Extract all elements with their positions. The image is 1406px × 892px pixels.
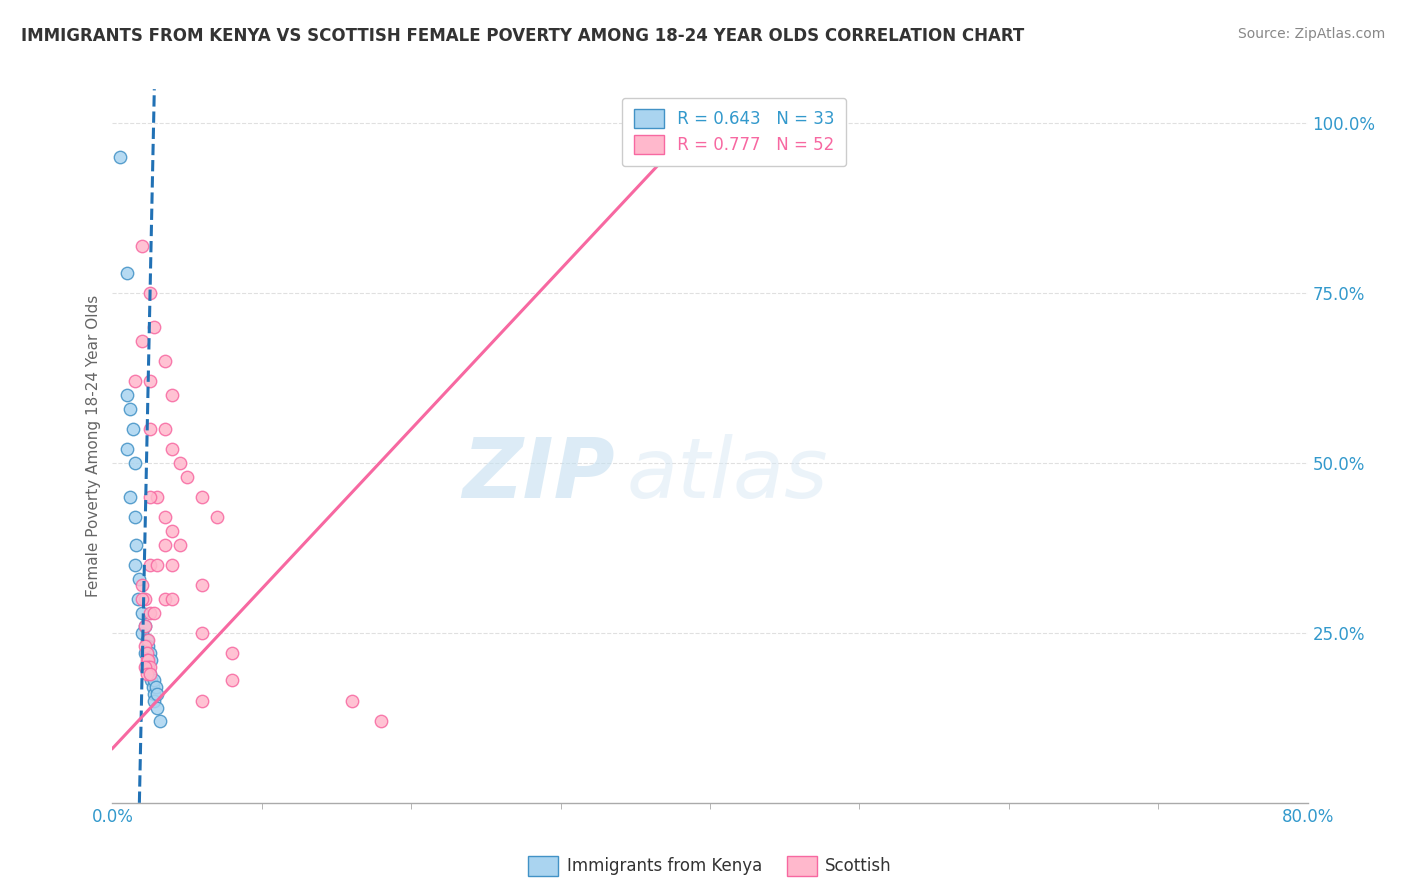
Point (139, 666, 162, 681)
Point (138, 660, 160, 674)
Point (146, 490, 169, 504)
Point (139, 286, 162, 301)
Point (139, 646, 162, 660)
Point (191, 694, 214, 708)
Point (169, 456, 191, 470)
Point (131, 626, 153, 640)
Point (117, 266, 139, 280)
Point (134, 619, 156, 633)
Point (141, 673, 163, 688)
Point (117, 442, 139, 457)
Text: atlas: atlas (626, 434, 828, 515)
Point (153, 354, 176, 368)
Point (142, 680, 165, 694)
Point (125, 537, 148, 551)
Point (143, 694, 166, 708)
Point (149, 714, 172, 729)
Point (143, 673, 166, 688)
Point (340, 694, 363, 708)
Point (139, 558, 162, 572)
Text: Source: ZipAtlas.com: Source: ZipAtlas.com (1237, 27, 1385, 41)
Point (134, 660, 156, 674)
Point (143, 687, 166, 701)
Point (146, 558, 169, 572)
Point (153, 510, 176, 524)
Point (124, 375, 146, 389)
Point (124, 456, 146, 470)
Point (191, 626, 214, 640)
Point (131, 578, 153, 592)
Point (135, 646, 157, 660)
Point (124, 510, 146, 524)
Point (134, 591, 156, 606)
Point (146, 700, 169, 714)
Point (699, 116, 721, 130)
Point (131, 606, 153, 620)
Point (145, 680, 167, 694)
Point (134, 640, 156, 654)
Text: ZIP: ZIP (461, 434, 614, 515)
Point (728, 116, 751, 130)
Point (139, 660, 162, 674)
Point (134, 619, 156, 633)
Point (143, 320, 166, 334)
Point (221, 646, 243, 660)
Point (135, 653, 157, 667)
Point (162, 591, 183, 606)
Point (131, 591, 153, 606)
Point (122, 422, 145, 436)
Point (139, 422, 162, 436)
Point (146, 687, 169, 701)
Point (124, 558, 146, 572)
Point (108, 150, 131, 164)
Point (141, 653, 163, 667)
Point (135, 632, 157, 647)
Point (120, 401, 142, 416)
Point (139, 606, 162, 620)
Text: IMMIGRANTS FROM KENYA VS SCOTTISH FEMALE POVERTY AMONG 18-24 YEAR OLDS CORRELATI: IMMIGRANTS FROM KENYA VS SCOTTISH FEMALE… (21, 27, 1025, 45)
Point (120, 490, 142, 504)
Point (370, 714, 392, 729)
Point (176, 469, 198, 483)
Point (205, 510, 228, 524)
Point (143, 606, 166, 620)
Point (162, 388, 183, 402)
Point (134, 646, 156, 660)
Point (162, 442, 183, 457)
Point (131, 334, 153, 348)
Point (135, 666, 157, 681)
Point (138, 660, 160, 674)
Point (138, 632, 160, 647)
Legend: Immigrants from Kenya, Scottish: Immigrants from Kenya, Scottish (516, 845, 904, 888)
Point (138, 653, 160, 667)
Point (139, 666, 162, 681)
Point (131, 238, 153, 252)
Point (221, 673, 243, 688)
Y-axis label: Female Poverty Among 18-24 Year Olds: Female Poverty Among 18-24 Year Olds (86, 295, 101, 597)
Point (128, 572, 150, 586)
Point (162, 558, 183, 572)
Point (699, 129, 721, 144)
Point (139, 375, 162, 389)
Point (153, 422, 176, 436)
Point (191, 490, 214, 504)
Point (169, 537, 191, 551)
Point (135, 646, 157, 660)
Point (191, 578, 214, 592)
Point (153, 537, 176, 551)
Point (117, 388, 139, 402)
Point (153, 591, 176, 606)
Point (162, 524, 183, 538)
Point (127, 591, 149, 606)
Point (138, 640, 160, 654)
Point (139, 490, 162, 504)
